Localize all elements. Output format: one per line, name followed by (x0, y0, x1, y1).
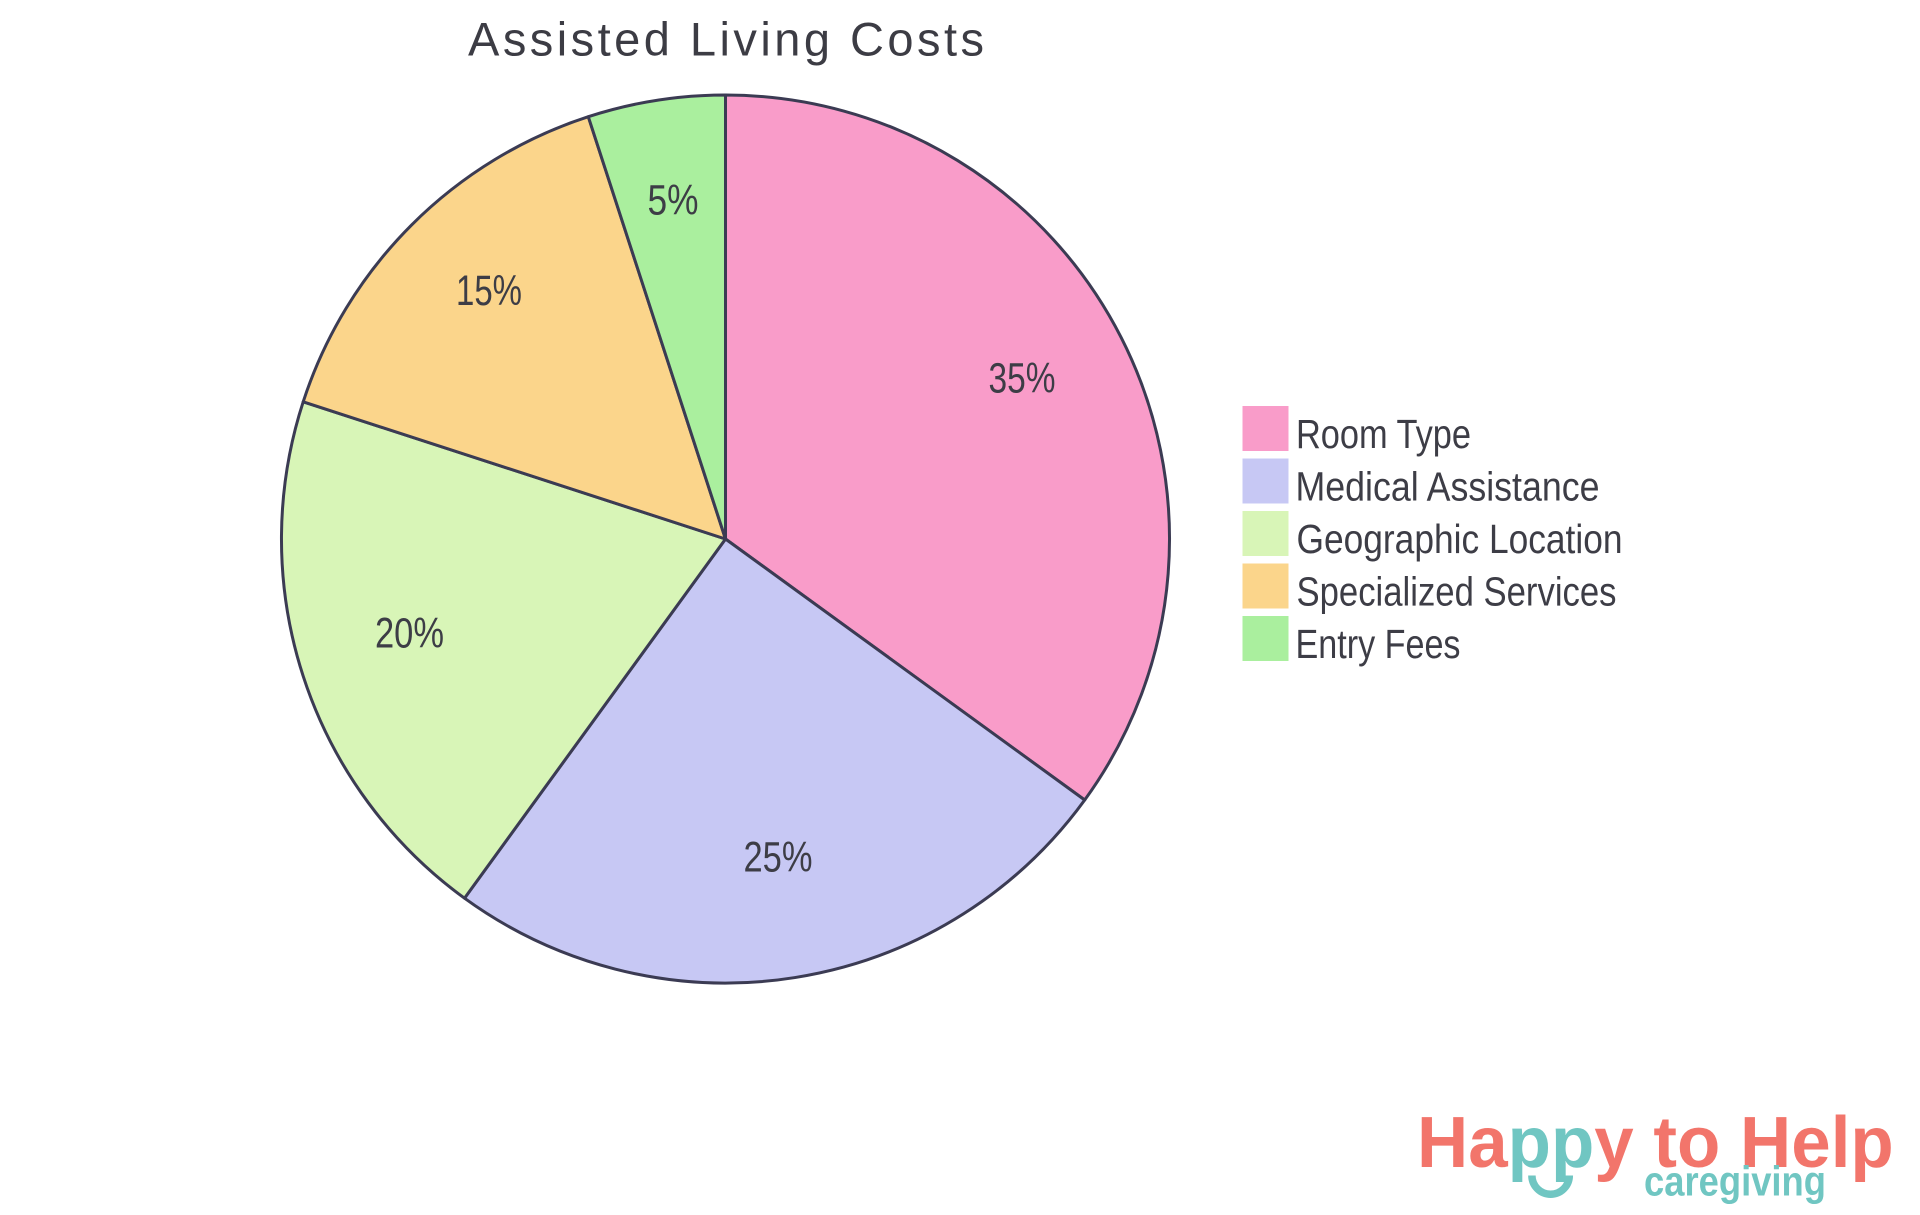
svg-text:15%: 15% (456, 267, 522, 315)
svg-text:35%: 35% (989, 355, 1056, 403)
svg-text:5%: 5% (648, 177, 699, 225)
svg-text:Geographic Location: Geographic Location (1297, 516, 1623, 562)
svg-text:25%: 25% (744, 834, 813, 882)
svg-text:Assisted Living Costs: Assisted Living Costs (468, 13, 984, 66)
svg-text:Specialized Services: Specialized Services (1297, 569, 1617, 615)
svg-text:Medical Assistance: Medical Assistance (1296, 464, 1600, 510)
svg-text:Room Type: Room Type (1296, 411, 1471, 457)
svg-text:20%: 20% (375, 610, 444, 658)
svg-text:caregiving: caregiving (1644, 1158, 1826, 1205)
svg-text:Entry Fees: Entry Fees (1296, 621, 1461, 667)
svg-text:Happy to Help: Happy to Help (1417, 1103, 1894, 1184)
